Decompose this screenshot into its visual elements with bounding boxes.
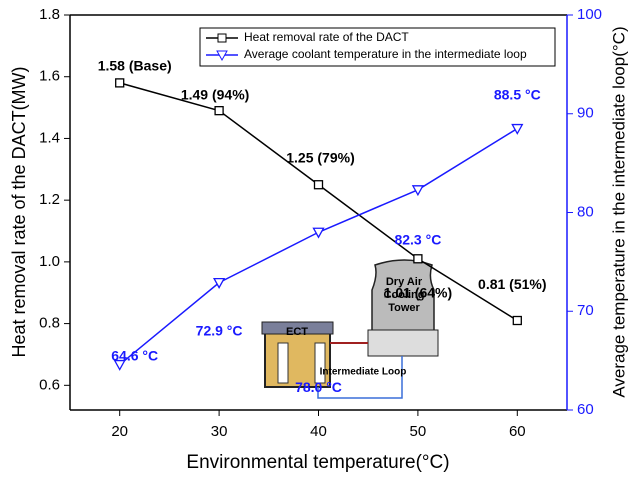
y2-tick-label: 70 [577,302,594,319]
x-tick-label: 50 [410,423,427,440]
marker [413,186,423,195]
marker [414,255,422,263]
y-tick-label: 1.6 [39,68,60,85]
data-label: 88.5 °C [494,86,541,102]
data-label: 1.01 (64%) [384,284,452,300]
data-label: 72.9 °C [196,322,243,338]
x-tick-label: 60 [509,423,526,440]
annotation: ECT [286,326,308,338]
y2-tick-label: 60 [577,401,594,418]
data-label: 64.6 °C [111,347,158,363]
marker [513,317,521,325]
chart: Environmental temperature(°C) Heat remov… [0,0,633,481]
annotation: Intermediate Loop [320,367,407,378]
data-label: 1.49 (94%) [181,86,249,102]
y-axis-label: Heat removal rate of the DACT(MW) [9,66,29,357]
series-line [120,83,518,321]
y2-tick-label: 80 [577,203,594,220]
y-tick-label: 1.2 [39,191,60,208]
y2-tick-label: 100 [577,6,602,23]
y2-axis-label: Average temperature in the intermediate … [609,26,628,397]
legend-label: Average coolant temperature in the inter… [244,47,527,61]
data-label: 1.58 (Base) [98,58,172,74]
y2-tick-label: 90 [577,105,594,122]
marker [116,79,124,87]
tower-base [368,330,438,356]
heat-exchanger [278,343,288,383]
y-tick-label: 1.8 [39,6,60,23]
x-axis-label: Environmental temperature(°C) [186,452,449,473]
y-tick-label: 1.0 [39,253,60,270]
y-tick-label: 1.4 [39,129,60,146]
data-label: 82.3 °C [394,231,441,247]
legend-marker [218,34,226,42]
data-label: 1.25 (79%) [286,149,354,165]
x-tick-label: 30 [211,423,228,440]
legend-label: Heat removal rate of the DACT [244,30,409,44]
marker [512,125,522,134]
y-tick-label: 0.6 [39,376,60,393]
x-tick-label: 40 [310,423,327,440]
x-tick-label: 20 [111,423,128,440]
data-label: 0.81 (51%) [478,276,546,292]
y-tick-label: 0.8 [39,315,60,332]
marker [314,228,324,237]
data-label: 78.0 °C [295,379,342,395]
marker [215,107,223,115]
marker [315,181,323,189]
